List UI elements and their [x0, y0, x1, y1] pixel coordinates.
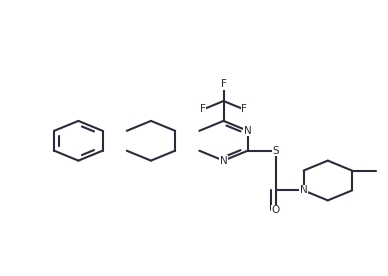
Text: O: O — [272, 205, 280, 215]
Text: N: N — [220, 156, 227, 166]
Text: F: F — [221, 79, 227, 89]
Text: N: N — [300, 185, 307, 195]
Text: S: S — [272, 146, 279, 156]
Text: F: F — [241, 104, 247, 115]
Text: F: F — [200, 104, 206, 115]
Text: N: N — [244, 126, 251, 136]
